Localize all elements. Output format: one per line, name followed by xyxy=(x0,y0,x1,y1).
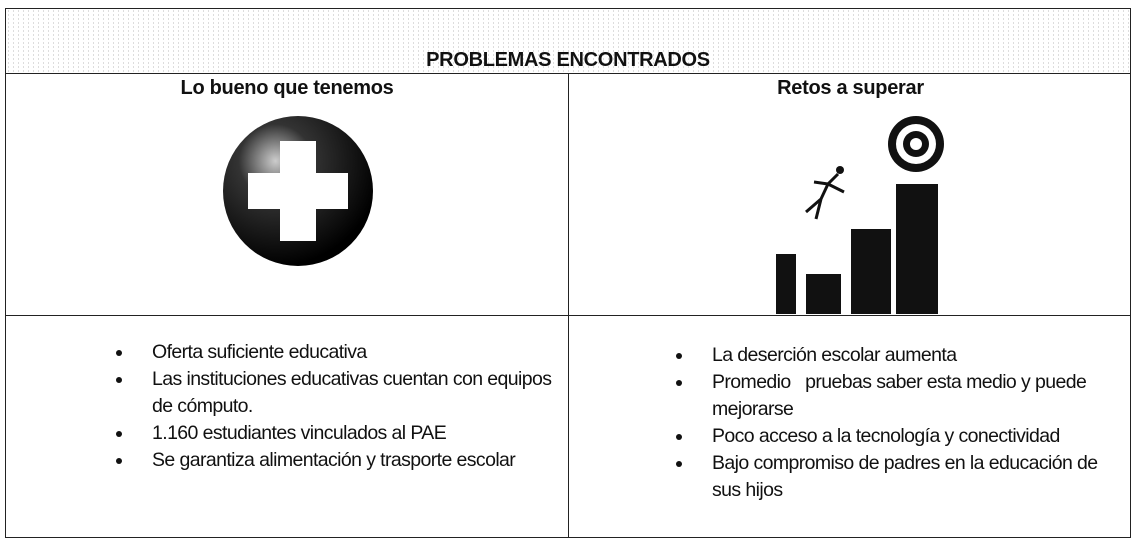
bullet-item: Se garantiza alimentación y trasporte es… xyxy=(134,447,574,474)
bullet-item: La deserción escolar aumenta xyxy=(694,342,1124,369)
bullet-item: Bajo compromiso de padres en la educació… xyxy=(694,450,1124,504)
bullet-list: La deserción escolar aumentaPromedio pru… xyxy=(666,342,1124,504)
bullet-item: Poco acceso a la tecnología y conectivid… xyxy=(694,423,1124,450)
goal-icon xyxy=(776,116,944,314)
bullet-item: Promedio pruebas saber esta medio y pued… xyxy=(694,369,1124,423)
plus-icon xyxy=(223,116,373,266)
column-divider xyxy=(568,73,569,537)
bullet-item: Las instituciones educativas cuentan con… xyxy=(134,366,574,420)
bullet-item: 1.160 estudiantes vinculados al PAE xyxy=(134,420,574,447)
column-heading: Retos a superar xyxy=(777,77,924,99)
row-divider xyxy=(6,315,1130,316)
bullet-list: Oferta suficiente educativaLas instituci… xyxy=(106,339,574,474)
column-heading: Lo bueno que tenemos xyxy=(180,77,394,99)
title-row: PROBLEMAS ENCONTRADOS xyxy=(6,9,1130,74)
bullet-item: Oferta suficiente educativa xyxy=(134,339,574,366)
table-title: PROBLEMAS ENCONTRADOS xyxy=(426,49,710,71)
table: PROBLEMAS ENCONTRADOS Lo bueno que tenem… xyxy=(5,8,1131,538)
